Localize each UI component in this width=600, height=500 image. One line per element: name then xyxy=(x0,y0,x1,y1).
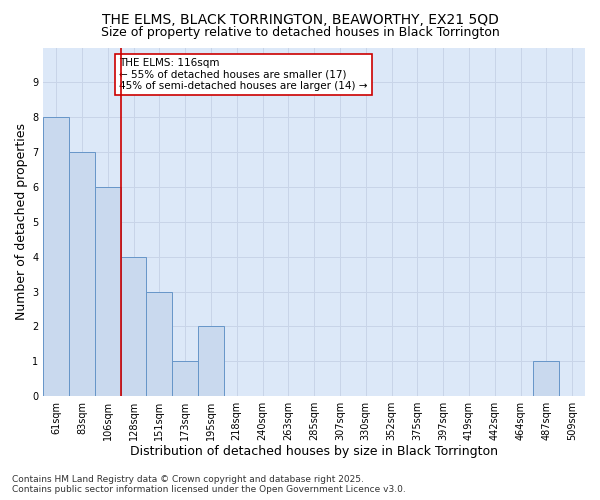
Bar xyxy=(121,256,146,396)
Bar xyxy=(146,292,172,396)
Text: Size of property relative to detached houses in Black Torrington: Size of property relative to detached ho… xyxy=(101,26,499,39)
Text: THE ELMS: 116sqm
← 55% of detached houses are smaller (17)
45% of semi-detached : THE ELMS: 116sqm ← 55% of detached house… xyxy=(119,58,368,91)
Bar xyxy=(172,361,198,396)
Bar xyxy=(198,326,224,396)
Bar xyxy=(69,152,95,396)
Y-axis label: Number of detached properties: Number of detached properties xyxy=(15,124,28,320)
Bar xyxy=(43,117,69,396)
Text: THE ELMS, BLACK TORRINGTON, BEAWORTHY, EX21 5QD: THE ELMS, BLACK TORRINGTON, BEAWORTHY, E… xyxy=(101,12,499,26)
Bar xyxy=(533,361,559,396)
Text: Contains HM Land Registry data © Crown copyright and database right 2025.
Contai: Contains HM Land Registry data © Crown c… xyxy=(12,474,406,494)
Bar xyxy=(95,187,121,396)
X-axis label: Distribution of detached houses by size in Black Torrington: Distribution of detached houses by size … xyxy=(130,444,498,458)
